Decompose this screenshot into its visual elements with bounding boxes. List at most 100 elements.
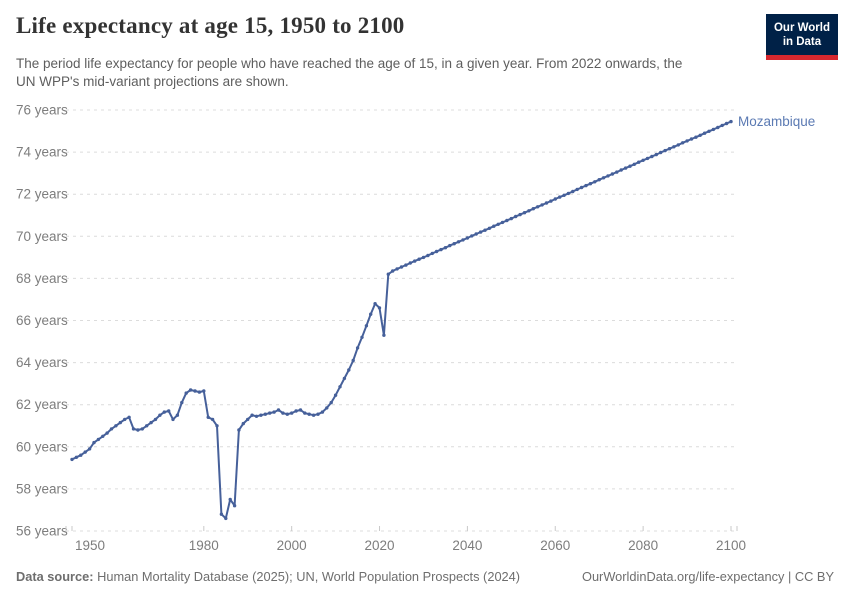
x-axis-tick-label: 2020 <box>365 538 395 553</box>
data-point-marker <box>540 203 544 207</box>
data-point-marker <box>285 412 289 416</box>
x-axis-tick-label: 2040 <box>452 538 482 553</box>
data-point-marker <box>153 417 158 422</box>
chart-subtitle: The period life expectancy for people wh… <box>16 56 683 89</box>
data-point-marker <box>615 170 619 174</box>
data-point-marker <box>632 162 636 166</box>
data-point-marker <box>689 137 694 141</box>
data-point-marker <box>250 413 254 417</box>
data-point-marker <box>461 238 465 242</box>
data-point-marker <box>219 512 224 516</box>
data-point-marker <box>259 413 263 417</box>
data-point-marker <box>184 391 188 395</box>
data-point-marker <box>536 205 540 209</box>
y-axis-tick-label: 60 years <box>16 439 68 454</box>
y-axis-tick-label: 74 years <box>16 145 68 160</box>
y-axis-tick-label: 64 years <box>16 355 68 370</box>
x-axis-tick-label: 2000 <box>277 538 307 553</box>
data-point-marker <box>87 447 92 451</box>
data-point-marker <box>202 389 206 393</box>
y-axis-tick-label: 66 years <box>16 313 68 328</box>
data-point-marker <box>140 427 144 431</box>
y-axis-tick-label: 76 years <box>16 103 68 118</box>
data-point-marker <box>496 222 500 226</box>
data-point-marker <box>702 131 707 135</box>
data-point-marker <box>101 434 105 438</box>
data-point-marker <box>531 207 535 211</box>
data-point-marker <box>228 497 232 502</box>
data-point-marker <box>500 220 505 225</box>
data-point-marker <box>70 457 74 462</box>
data-point-marker <box>452 242 456 246</box>
owid-logo[interactable]: Our World in Data <box>765 14 838 60</box>
data-point-marker <box>382 333 386 337</box>
data-point-marker <box>465 236 470 240</box>
y-axis-tick-label: 70 years <box>16 229 68 244</box>
series-mozambique[interactable] <box>70 119 733 521</box>
data-source-text: Human Mortality Database (2025); UN, Wor… <box>93 569 521 584</box>
data-point-marker <box>131 427 136 431</box>
data-point-marker <box>79 453 83 457</box>
data-point-marker <box>338 385 342 389</box>
data-point-marker <box>421 255 426 260</box>
data-point-marker <box>724 121 729 126</box>
data-point-marker <box>355 346 360 350</box>
data-point-marker <box>707 129 711 133</box>
data-point-marker <box>373 302 377 306</box>
credit-link[interactable]: OurWorldinData.org/life-expectancy | CC … <box>581 569 834 584</box>
data-point-marker <box>549 199 553 203</box>
data-point-marker <box>417 257 421 261</box>
data-point-marker <box>232 504 237 508</box>
data-point-marker <box>558 195 562 199</box>
owid-logo-line1: Our World <box>773 22 830 34</box>
data-point-marker <box>303 411 307 415</box>
data-point-marker <box>654 152 658 157</box>
data-point-marker <box>430 251 434 256</box>
data-point-marker <box>470 234 474 238</box>
data-point-marker <box>474 232 478 236</box>
data-source: Data source: Human Mortality Database (2… <box>16 569 520 584</box>
data-point-marker <box>127 415 131 419</box>
data-point-marker <box>601 176 606 180</box>
y-axis-tick-label: 56 years <box>16 524 68 539</box>
data-point-marker <box>395 267 399 271</box>
data-point-marker <box>505 218 509 223</box>
data-point-marker <box>588 182 593 186</box>
data-point-marker <box>720 123 724 128</box>
data-point-marker <box>118 420 123 425</box>
data-point-marker <box>667 147 672 151</box>
data-point-marker <box>193 389 197 393</box>
data-point-marker <box>698 133 702 137</box>
data-point-marker <box>197 390 202 394</box>
data-point-marker <box>584 183 588 188</box>
data-point-marker <box>96 437 101 442</box>
data-point-marker <box>123 417 127 422</box>
data-point-marker <box>145 424 149 428</box>
data-point-marker <box>360 335 364 339</box>
data-point-marker <box>483 228 487 232</box>
data-point-marker <box>263 412 267 416</box>
data-point-marker <box>628 164 632 168</box>
data-point-marker <box>518 212 522 217</box>
data-point-marker <box>188 388 193 392</box>
data-point-marker <box>224 516 228 521</box>
x-axis-tick-label: 2100 <box>716 538 746 553</box>
series-label-mozambique[interactable]: Mozambique <box>738 114 815 129</box>
data-point-marker <box>408 261 412 265</box>
data-point-marker <box>281 411 285 415</box>
data-point-marker <box>650 154 654 159</box>
data-point-marker <box>241 421 245 426</box>
data-point-marker <box>329 400 333 405</box>
data-point-marker <box>109 427 114 431</box>
data-point-marker <box>307 412 311 416</box>
data-point-marker <box>487 226 492 230</box>
chart-footer: Data source: Human Mortality Database (2… <box>16 569 834 584</box>
data-point-marker <box>171 417 175 422</box>
data-source-label: Data source: <box>16 569 94 584</box>
data-point-marker <box>333 393 338 397</box>
data-point-marker <box>369 312 373 316</box>
x-axis-tick-label: 2080 <box>628 538 658 553</box>
data-point-marker <box>391 269 395 273</box>
series-line[interactable] <box>71 120 732 520</box>
